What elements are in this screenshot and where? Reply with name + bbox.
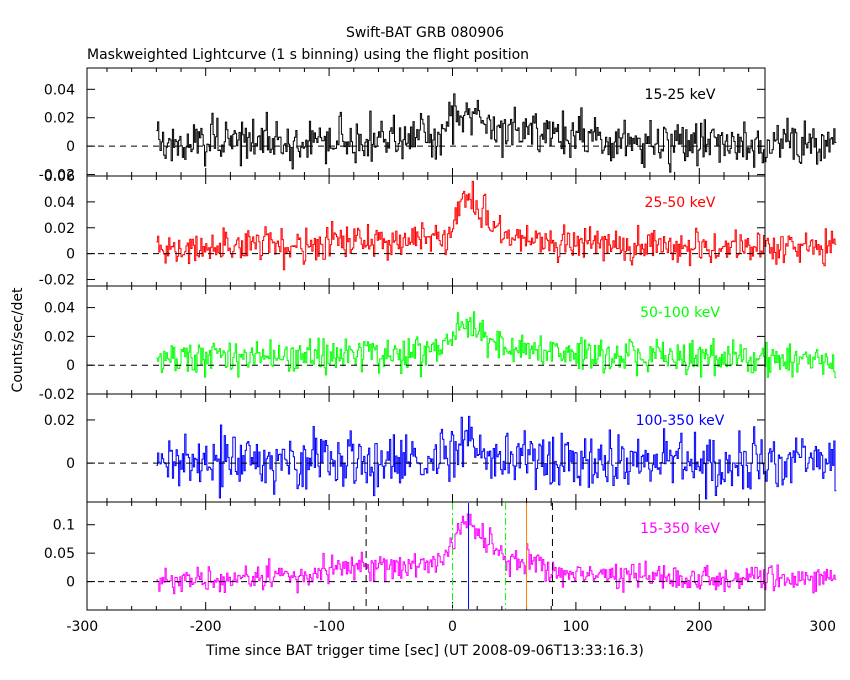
x-tick-label: -100	[313, 619, 345, 635]
x-tick-label: 300	[809, 619, 836, 635]
y-tick-label: 0.05	[44, 546, 75, 562]
y-tick-label: 0.02	[44, 111, 75, 127]
y-tick-label: 0	[66, 247, 75, 263]
y-tick-label: 0.06	[44, 169, 75, 185]
y-tick-label: 0.04	[44, 195, 75, 211]
lightcurve-series-2	[156, 180, 837, 271]
x-tick-label: 100	[563, 619, 590, 635]
energy-band-label: 50-100 keV	[640, 305, 720, 321]
y-axis-label: Counts/sec/det	[10, 287, 26, 392]
energy-band-label: 15-350 keV	[640, 521, 720, 537]
y-tick-label: 0.02	[44, 413, 75, 429]
y-tick-label: 0.04	[44, 301, 75, 317]
energy-band-label: 100-350 keV	[636, 413, 725, 429]
energy-band-label: 25-50 keV	[645, 195, 716, 211]
panel-frame	[86, 175, 766, 287]
lightcurve-series-4	[156, 415, 837, 500]
panel-2: -0.02 0 0.02 0.04 0.06 25-50 keV	[39, 169, 837, 289]
lightcurve-series-5	[156, 513, 837, 595]
y-tick-label: 0.04	[44, 82, 75, 98]
y-tick-label: -0.02	[39, 168, 75, 184]
panel-frame	[86, 67, 766, 177]
y-tick-label: 0.02	[44, 329, 75, 345]
lightcurve-series-1	[156, 93, 837, 173]
panel-1: -0.02 0 0.02 0.04 15-25 keV	[39, 67, 837, 184]
y-tick-label: -0.02	[39, 273, 75, 289]
x-axis-label: Time since BAT trigger time [sec] (UT 20…	[205, 643, 644, 659]
y-tick-label: 0	[66, 139, 75, 155]
panel-frame	[86, 285, 766, 395]
y-tick-label: 0	[66, 358, 75, 374]
y-tick-label: -0.02	[39, 387, 75, 403]
panels-layer: -0.02 0 0.02 0.04 15-25 keV -0.02 0 0.02 0.04 0.0…	[39, 67, 837, 635]
lightcurve-series-3	[156, 311, 837, 379]
y-tick-label: 0.02	[44, 221, 75, 237]
panel-3: -0.02 0 0.02 0.04 50-100 keV	[39, 285, 837, 403]
panel-frame	[86, 501, 766, 611]
panel-5: 0 0.05 0.1 15-350 keV	[44, 501, 837, 611]
x-tick-label: -300	[66, 619, 98, 635]
x-tick-label: -200	[190, 619, 222, 635]
y-tick-label: 0	[66, 456, 75, 472]
y-tick-label: 0.1	[53, 518, 75, 534]
y-tick-label: 0	[66, 575, 75, 591]
x-tick-label: 200	[686, 619, 713, 635]
chart-subtitle: Maskweighted Lightcurve (1 s binning) us…	[87, 47, 529, 63]
energy-band-label: 15-25 keV	[645, 87, 716, 103]
x-tick-label: 0	[448, 619, 457, 635]
chart-title: Swift-BAT GRB 080906	[346, 25, 504, 41]
panel-4: 0 0.02 100-350 keV	[44, 393, 837, 503]
